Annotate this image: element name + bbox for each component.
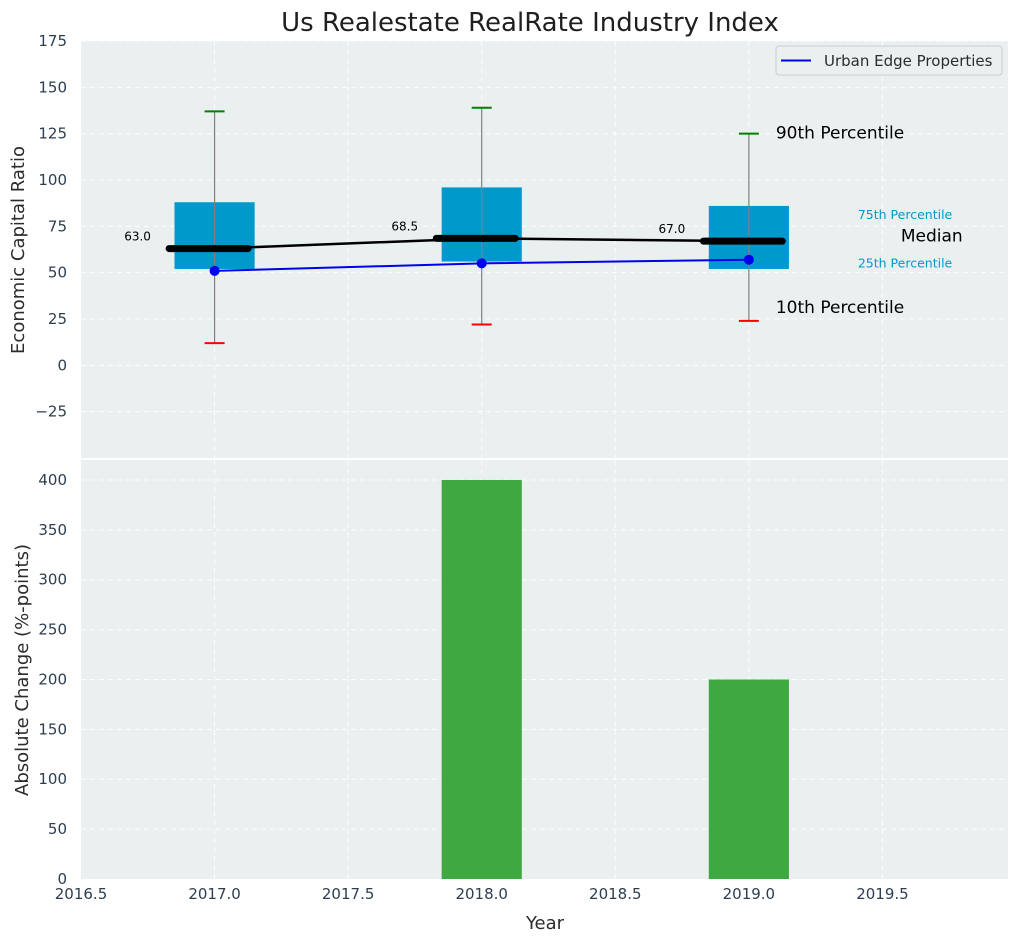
bottom-y-tick-label: 250 [38, 621, 67, 639]
chart-title: Us Realestate RealRate Industry Index [281, 8, 779, 38]
top-panel: −25 0 25 50 75 100 125 150 175 63.0 68.5 67.0 90th P… [35, 32, 1008, 458]
legend-label-urban-edge: Urban Edge Properties [824, 52, 993, 70]
bottom-y-tick-label: 0 [57, 870, 67, 888]
series-point-urban-edge [209, 265, 220, 276]
x-tick-label: 2019.5 [856, 885, 909, 903]
top-y-tick-label: 125 [38, 125, 67, 143]
top-y-tick-label: 25 [48, 310, 67, 328]
series-point-urban-edge [743, 254, 754, 265]
x-tick-label: 2017.0 [188, 885, 241, 903]
bottom-y-axis-label: Absolute Change (%-points) [12, 544, 33, 796]
top-y-axis-label: Economic Capital Ratio [8, 146, 29, 354]
annotation-median: Median [901, 227, 963, 247]
top-y-tick-label: 0 [57, 356, 67, 374]
top-y-tick-label: 175 [38, 32, 67, 50]
bottom-plot-background [81, 460, 1008, 879]
annotation-25th-percentile: 25th Percentile [858, 255, 953, 270]
x-tick-label: 2016.5 [55, 885, 108, 903]
top-y-tick-label: 150 [38, 78, 67, 96]
change-bar [708, 679, 789, 879]
x-axis-label: Year [525, 913, 565, 934]
x-tick-label: 2017.5 [322, 885, 375, 903]
median-value-label: 63.0 [124, 230, 151, 244]
x-tick-label: 2019.0 [723, 885, 776, 903]
top-y-tick-label: 100 [38, 171, 67, 189]
bottom-y-tick-label: 350 [38, 521, 67, 539]
x-tick-label: 2018.0 [455, 885, 508, 903]
top-y-tick-label: 75 [48, 217, 67, 235]
top-y-tick-label: 50 [48, 264, 67, 282]
bottom-y-tick-label: 300 [38, 571, 67, 589]
annotation-75th-percentile: 75th Percentile [858, 207, 953, 222]
legend: Urban Edge Properties [775, 45, 1003, 76]
bottom-y-tick-label: 50 [48, 820, 67, 838]
annotation-90th-percentile: 90th Percentile [776, 124, 904, 144]
x-tick-label: 2018.5 [589, 885, 642, 903]
median-value-label: 68.5 [391, 219, 418, 233]
annotation-10th-percentile: 10th Percentile [776, 298, 904, 318]
median-value-label: 67.0 [659, 222, 686, 236]
series-point-urban-edge [476, 258, 487, 269]
top-y-tick-label: −25 [35, 403, 67, 421]
bottom-panel: 0 50 100 150 200 250 300 350 400 2016.5 2017.0 2017… [38, 460, 1008, 903]
change-bar [441, 479, 522, 879]
bottom-y-tick-label: 100 [38, 770, 67, 788]
bottom-y-tick-label: 150 [38, 720, 67, 738]
legend-box [775, 45, 1003, 76]
bottom-y-tick-label: 400 [38, 471, 67, 489]
bottom-y-tick-label: 200 [38, 670, 67, 688]
